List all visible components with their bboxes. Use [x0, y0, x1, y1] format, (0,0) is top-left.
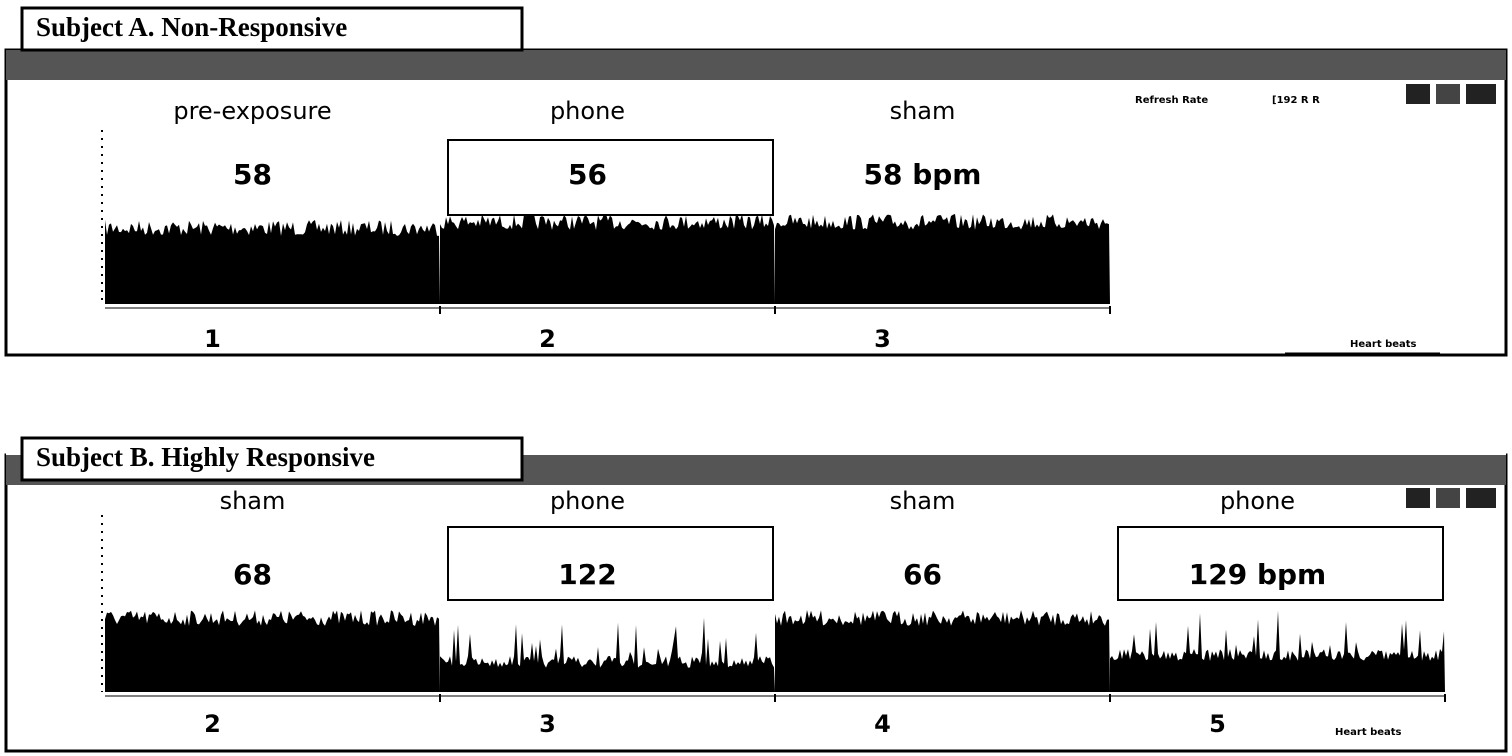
bpm-label: 58 bpm	[864, 158, 982, 191]
bpm-label: 68	[233, 558, 272, 591]
waveform	[105, 610, 440, 692]
segment-label: phone	[550, 487, 625, 515]
segment-label: sham	[890, 97, 956, 125]
bpm-label: 66	[903, 558, 942, 591]
segment-label: sham	[220, 487, 286, 515]
segment-index: 1	[204, 325, 221, 353]
segment-label: sham	[890, 487, 956, 515]
bpm-label: 122	[558, 558, 616, 591]
panel-title: Subject A. Non-Responsive	[36, 12, 347, 42]
refresh-value: [192 R R	[1272, 95, 1320, 106]
segment-index: 2	[204, 710, 221, 738]
maximize-button[interactable]	[1436, 488, 1460, 508]
segment-index: 4	[874, 710, 891, 738]
segment-label: pre-exposure	[173, 97, 331, 125]
screenshot: Subject A. Non-Responsive pre-exposure 58 1…	[0, 0, 1512, 756]
maximize-button[interactable]	[1436, 84, 1460, 104]
segment-index: 3	[539, 710, 556, 738]
waveform	[105, 220, 440, 304]
close-button[interactable]	[1466, 84, 1496, 104]
segment-index: 3	[874, 325, 891, 353]
bpm-label: 56	[568, 158, 607, 191]
close-button[interactable]	[1466, 488, 1496, 508]
x-axis-label: Heart beats	[1350, 339, 1417, 350]
panel-title: Subject B. Highly Responsive	[36, 442, 375, 472]
waveform	[775, 214, 1110, 304]
waveform	[440, 214, 775, 304]
segment-index: 2	[539, 325, 556, 353]
bpm-label: 129 bpm	[1189, 558, 1326, 591]
bpm-label: 58	[233, 158, 272, 191]
segment-label: phone	[550, 97, 625, 125]
x-axis-label: Heart beats	[1335, 727, 1402, 738]
segment-index: 5	[1209, 710, 1226, 738]
segment-label: phone	[1220, 487, 1295, 515]
minimize-button[interactable]	[1406, 488, 1430, 508]
refresh-label: Refresh Rate	[1135, 95, 1208, 106]
minimize-button[interactable]	[1406, 84, 1430, 104]
